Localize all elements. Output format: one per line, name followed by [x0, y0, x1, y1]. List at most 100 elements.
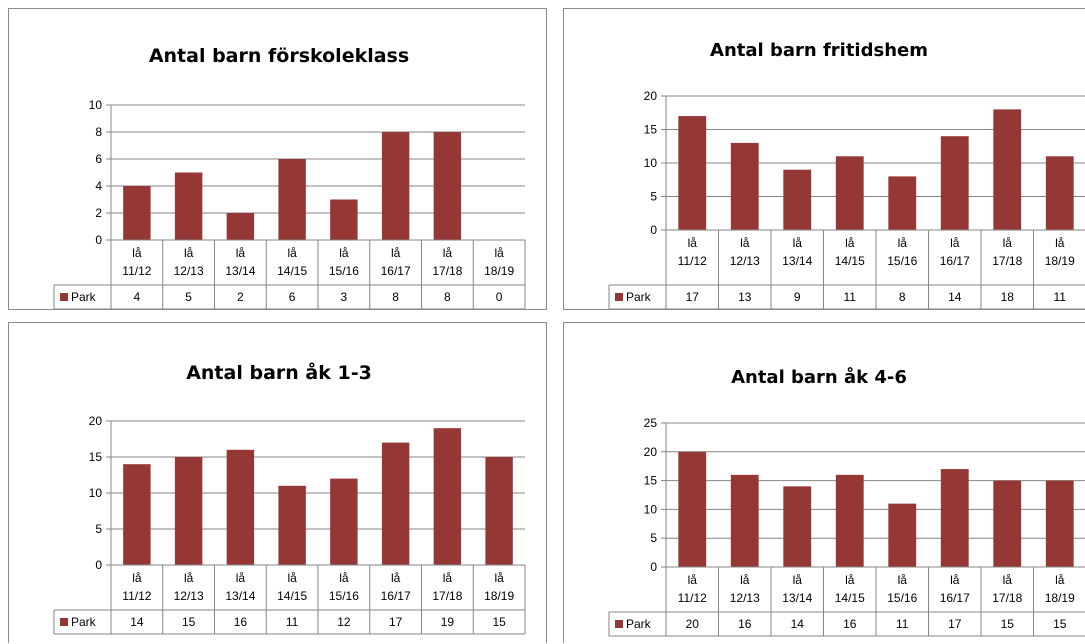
value-label: 17 [948, 617, 962, 631]
y-tick-label: 4 [95, 179, 102, 193]
value-label: 8 [899, 290, 906, 304]
category-label: lå [287, 246, 297, 260]
chart-svg-ak-4-6: Antal barn åk 4-6 0 5 10 15 20 25 lå 11/12 lå 12/1… [608, 366, 1085, 637]
category-label: 17/18 [992, 254, 1022, 268]
legend-key [615, 620, 623, 628]
bar [433, 132, 462, 240]
bar [278, 159, 306, 240]
category-label: 17/18 [432, 264, 462, 278]
value-label: 8 [392, 290, 399, 304]
category-label: lå [845, 573, 855, 587]
chart-panel-forskoleklass: Antal barn förskoleklass 0 2 4 6 8 10 lå 11/12 lå… [8, 8, 547, 310]
category-label: 18/19 [1045, 254, 1075, 268]
value-label: 14 [948, 290, 962, 304]
value-label: 11 [896, 617, 909, 631]
value-label: 20 [686, 617, 700, 631]
value-label: 15 [492, 615, 506, 629]
category-label: lå [236, 571, 246, 585]
category-label: lå [950, 236, 960, 250]
category-label: 17/18 [432, 589, 462, 603]
value-label: 13 [738, 290, 752, 304]
chart-svg-forskoleklass: Antal barn förskoleklass 0 2 4 6 8 10 lå 11/12 lå… [53, 45, 526, 310]
category-label: 14/15 [277, 264, 307, 278]
bar [835, 474, 864, 567]
y-tick-label: 2 [95, 206, 102, 220]
category-label: lå [1055, 236, 1065, 250]
category-label: lå [688, 236, 698, 250]
bar [678, 451, 707, 567]
bar [381, 442, 410, 565]
category-label: lå [391, 571, 401, 585]
category-label: lå [494, 571, 504, 585]
category-label: 15/16 [887, 254, 917, 268]
category-label: lå [845, 236, 855, 250]
value-label: 2 [237, 290, 244, 304]
y-tick-label: 6 [95, 152, 102, 166]
bar [278, 485, 306, 565]
bar [678, 116, 707, 230]
y-tick-label: 5 [650, 190, 657, 204]
bar [1045, 480, 1074, 567]
category-label: 12/13 [730, 591, 760, 605]
category-label: 17/18 [992, 591, 1022, 605]
value-label: 0 [496, 290, 503, 304]
legend-label: Park [71, 615, 97, 629]
category-label: lå [793, 236, 803, 250]
y-tick-label: 20 [89, 414, 103, 428]
value-label: 15 [1053, 617, 1067, 631]
category-label: lå [443, 571, 453, 585]
bar [174, 172, 203, 240]
category-label: 14/15 [835, 254, 865, 268]
category-label: 18/19 [484, 264, 514, 278]
bar [174, 457, 203, 565]
value-label: 9 [794, 290, 801, 304]
chart-panel-fritidshem: Antal barn fritidshem 0 5 10 15 20 lå 11/12 lå 12… [563, 8, 1085, 310]
category-label: lå [494, 246, 504, 260]
bar [940, 136, 969, 230]
y-tick-label: 20 [644, 445, 658, 459]
category-label: 13/14 [782, 254, 812, 268]
category-label: lå [1003, 573, 1013, 587]
bar [123, 186, 151, 240]
category-label: lå [132, 246, 142, 260]
value-label: 8 [444, 290, 451, 304]
bar [1045, 156, 1074, 230]
category-label: 16/17 [940, 254, 970, 268]
bar [835, 156, 864, 230]
y-tick-label: 0 [650, 223, 657, 237]
chart-title: Antal barn åk 1-3 [186, 360, 372, 384]
y-tick-label: 25 [644, 416, 658, 430]
category-label: lå [443, 246, 453, 260]
category-label: lå [898, 573, 908, 587]
legend-key [60, 293, 68, 301]
category-label: lå [688, 573, 698, 587]
category-label: 12/13 [174, 264, 204, 278]
category-label: 15/16 [329, 264, 359, 278]
y-tick-label: 0 [95, 233, 102, 247]
value-label: 16 [234, 615, 248, 629]
bar [381, 132, 410, 240]
category-label: 14/15 [277, 589, 307, 603]
bar [783, 169, 812, 230]
y-tick-label: 10 [89, 486, 103, 500]
bar [783, 486, 812, 567]
chart-svg-fritidshem: Antal barn fritidshem 0 5 10 15 20 lå 11/12 lå 12… [608, 40, 1085, 310]
legend-key [615, 293, 623, 301]
y-tick-label: 10 [644, 502, 658, 516]
chart-title: Antal barn förskoleklass [149, 45, 409, 67]
category-label: lå [950, 573, 960, 587]
category-label: lå [339, 246, 349, 260]
value-label: 16 [843, 617, 857, 631]
y-tick-label: 15 [89, 450, 103, 464]
chart-title: Antal barn åk 4-6 [731, 366, 907, 388]
y-tick-label: 10 [644, 156, 658, 170]
category-label: lå [740, 236, 750, 250]
category-label: 18/19 [484, 589, 514, 603]
bar [993, 109, 1022, 230]
legend-label: Park [626, 617, 652, 631]
chart-panel-ak-1-3: Antal barn åk 1-3 0 5 10 15 20 lå 11/12 lå 12/13 l… [8, 322, 547, 643]
chart-title: Antal barn fritidshem [710, 40, 928, 61]
y-tick-label: 20 [644, 89, 658, 103]
y-tick-label: 15 [644, 123, 658, 137]
bar [226, 213, 255, 240]
